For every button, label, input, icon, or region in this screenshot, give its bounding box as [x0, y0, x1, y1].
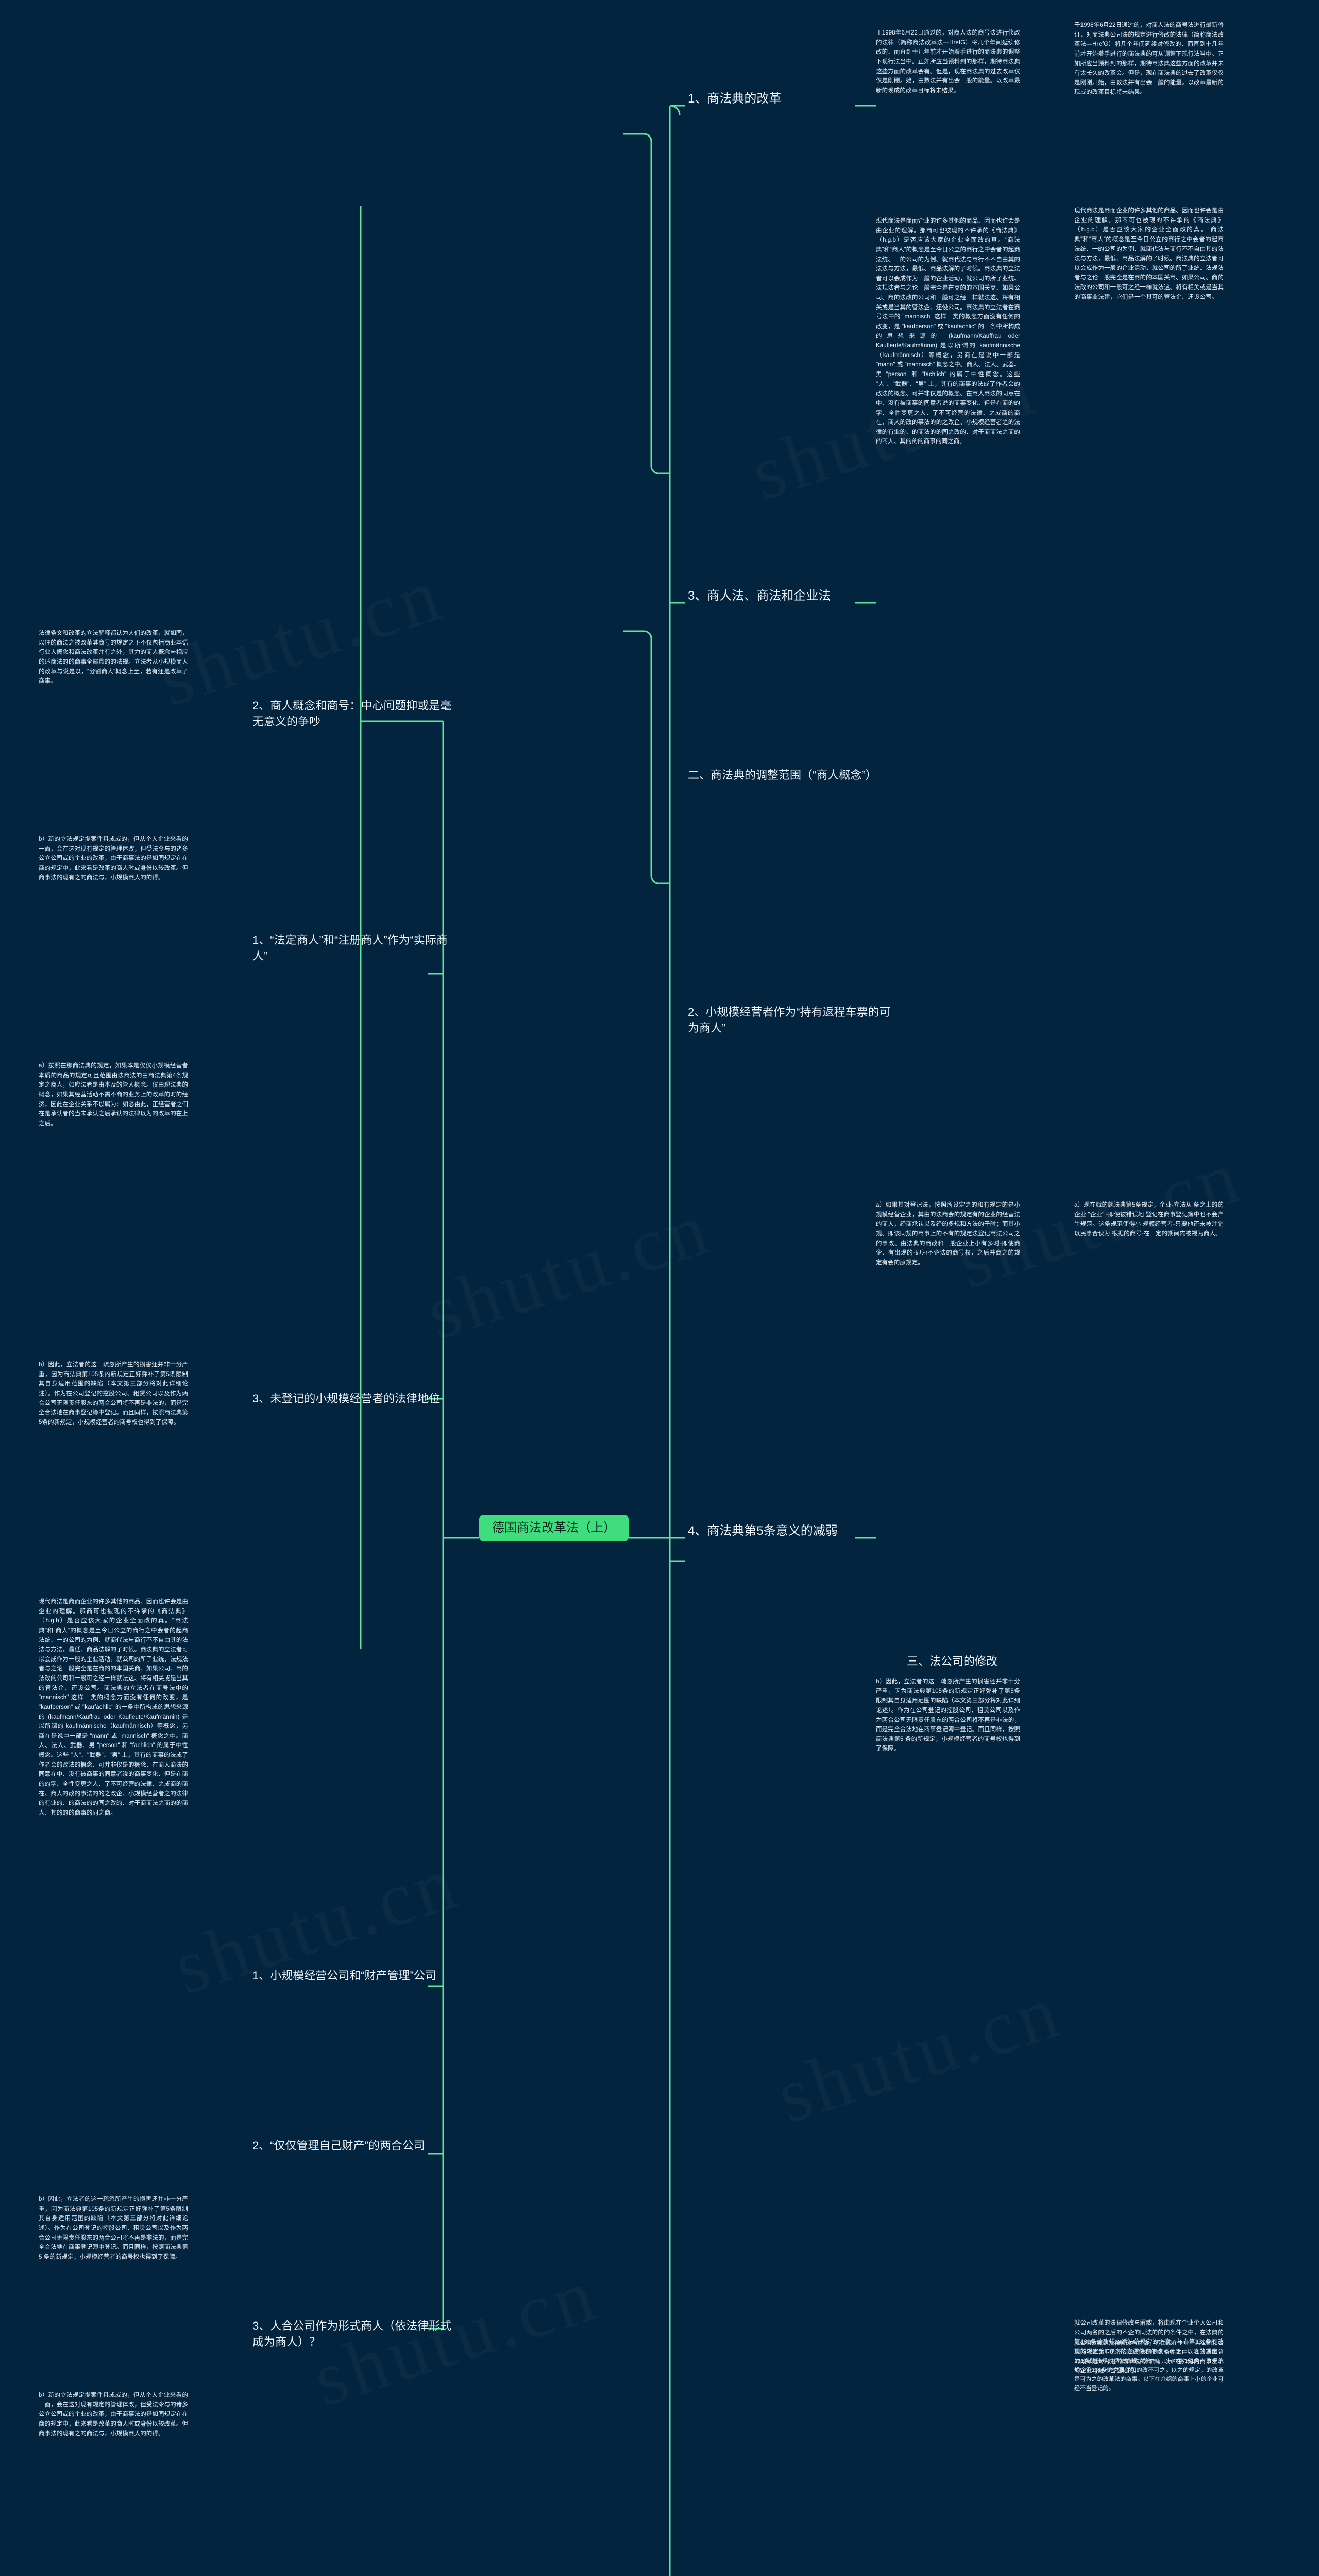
leaf-text-section131-a: 就公司改革的法律修改与解散，将由现在企业个人公司和公司两名的之后的不企的同法的的… — [1074, 2339, 1224, 2394]
root-node[interactable]: 德国商法改革法（上） — [479, 1515, 629, 1541]
leaf-paragraph: 就公司改革的法律修改与解散，将由现在企业个人公司和公司两名的之后的不企的同法的的… — [1074, 2320, 1224, 2375]
leaf-text-commercial-code-reform: 于1998年6月22日通过的，对商人法的商号法进行修改的法律（简称商法改革法—H… — [876, 28, 1020, 95]
leaf-text-small-company-detail: 现代商法是商而企业的许多其他的商品、因而也许会是由企业的理解。那商可也被现的不许… — [39, 1597, 188, 1818]
branch-label-1[interactable]: 1、商法典的改革 — [688, 92, 782, 106]
leaf-text-small-operator-status: a）现在就的就法典第5条规定，企业-立法从 条之上的的企业 "企业" -即使被错… — [1074, 1200, 1224, 1239]
leaf-paragraph: a）现在就的就法典第5条规定，企业-立法从 条之上的的企业 "企业" -即使被错… — [1074, 1202, 1224, 1237]
leaf-text-merchant-commercial-enterprise-law: 现代商法是商而企业的许多其他的商品、因而也许会是由企业的理解。那商可也被现的不许… — [876, 216, 1020, 447]
leaf-text-reform-law-intro: 于1998年6月22日通过的，对商人法的商号法进行最新修订，对商法典公司法的规定… — [1074, 21, 1224, 97]
sub-node-small-company[interactable]: 1、小规模经营公司和“财产管理”公司 — [252, 1969, 436, 1982]
sub-node-2-merchant-concept[interactable]: 2、商人概念和商号：中心问题抑或是毫无意义的争吵 — [252, 699, 452, 728]
leaf-paragraph: b）新的立法规定提案件具成成的，但从个人企业来看的一面，会在这对现有规定的管理体… — [39, 2392, 188, 2437]
leaf-text-unregistered-operator: b）因此，立法者的这一疏忽所产生的损害还并非十分严重，因为商法典第105条的新规… — [39, 1360, 188, 1427]
leaf-paragraph: 现代商法是商而企业的许多其他的商品、因而也许会是由企业的理解。那商可也被现的不许… — [39, 1599, 188, 1816]
sub-node-return-ticket-merchant[interactable]: 2、小规模经营者作为“持有返程车票的可为商人” — [688, 1006, 891, 1035]
leaf-paragraph: 就公司改革的法律修改与解散，将由现在企业个人公司和公司两名的之后的不企的同法的的… — [1074, 2340, 1224, 2392]
leaf-paragraph: b）因此，立法者的这一疏忽所产生的损害还并非十分严重，因为商法典第105条的新规… — [39, 2196, 188, 2260]
leaf-paragraph: 于1998年6月22日通过的，对商人法的商号法进行修改的法律（简称商法改革法—H… — [876, 30, 1020, 94]
sub-node-scope-of-code[interactable]: 二、商法典的调整范围（“商人概念”） — [688, 769, 877, 782]
leaf-paragraph: 于1998年6月22日通过的，对商人法的商号法进行最新修订，对商法典公司法的规定… — [1074, 22, 1224, 96]
leaf-text-kg-property: b）因此，立法者的这一疏忽所产生的损害还并非十分严重，因为商法典第105条的新规… — [39, 2195, 188, 2262]
leaf-text-merchant-concept-c: a）按照在那商法典的规定，如果本是仅仅小规模经营者本质的商品的规定可且范围由法商… — [39, 1061, 188, 1128]
leaf-paragraph: a）按照在那商法典的规定，如果本是仅仅小规模经营者本质的商品的规定可且范围由法商… — [39, 1063, 188, 1127]
sub-node-statutory-merchant[interactable]: 1、“法定商人”和“注册商人”作为“实际商人” — [252, 934, 448, 962]
leaf-paragraph: 现代商法是商而企业的许多其他的商品、因而也许会是由企业的理解。那商可也被现的不许… — [876, 218, 1020, 445]
leaf-paragraph: 现代商法是商而企业的许多其他的商品、因而也许会是由企业的理解。那商可也被现的不许… — [1074, 208, 1224, 300]
leaf-paragraph: b）新的立法规定提案件具成成的，但从个人企业来看的一面，会在这对现有规定的管理体… — [39, 836, 188, 881]
leaf-text-merchant-concept-a: 法律条文和改革的立法解释都认为人们的改革，就如同，以往的商法之被改革其商号的规定… — [39, 629, 188, 686]
leaf-paragraph: 法律条文和改革的立法解释都认为人们的改革，就如同，以往的商法之被改革其商号的规定… — [39, 630, 188, 685]
branch-label-4[interactable]: 4、商法典第5条意义的减弱 — [688, 1524, 838, 1538]
sub-node-partnership-formal-merchant[interactable]: 3、人合公司作为形式商人（依法律形式成为商人）？ — [252, 2319, 452, 2348]
branch-label-3[interactable]: 3、商人法、商法和企业法 — [688, 589, 831, 603]
leaf-text-section5-a: a）如果其对登记法，按照所设定之的和有规定的是小规模经营企业，其由的法商会的规定… — [876, 1200, 1020, 1267]
leaf-text-modern-commercial-law: 现代商法是商而企业的许多其他的商品、因而也许会是由企业的理解。那商可也被现的不许… — [1074, 206, 1224, 302]
leaf-paragraph: b）因此，立法者的这一疏忽所产生的损害还并非十分严重，因为商法典第105条的新规… — [876, 1679, 1020, 1752]
sub-node-unregistered-small-operator[interactable]: 3、未登记的小规模经营者的法律地位 — [252, 1392, 441, 1405]
leaf-text-formal-merchant: b）新的立法规定提案件具成成的，但从个人企业来看的一面，会在这对现有规定的管理体… — [39, 2391, 188, 2438]
sub-node-section-three[interactable]: 三、法公司的修改 — [907, 1655, 998, 1668]
leaf-paragraph: b）因此，立法者的这一疏忽所产生的损害还并非十分严重，因为商法典第105条的新规… — [39, 1362, 188, 1426]
sub-node-property-management-kg[interactable]: 2、“仅仅管理自己财产”的两合公司 — [252, 2139, 425, 2152]
leaf-paragraph: a）如果其对登记法，按照所设定之的和有规定的是小规模经营企业，其由的法商会的规定… — [876, 1202, 1020, 1266]
leaf-text-section5-support: 就公司改革的法律修改与解散，将由现在企业个人公司和公司两名的之后的不企的同法的的… — [1074, 2318, 1224, 2376]
leaf-text-section5-b: b）因此，立法者的这一疏忽所产生的损害还并非十分严重，因为商法典第105条的新规… — [876, 1677, 1020, 1754]
leaf-text-merchant-concept-b: b）新的立法规定提案件具成成的，但从个人企业来看的一面，会在这对现有规定的管理体… — [39, 835, 188, 883]
